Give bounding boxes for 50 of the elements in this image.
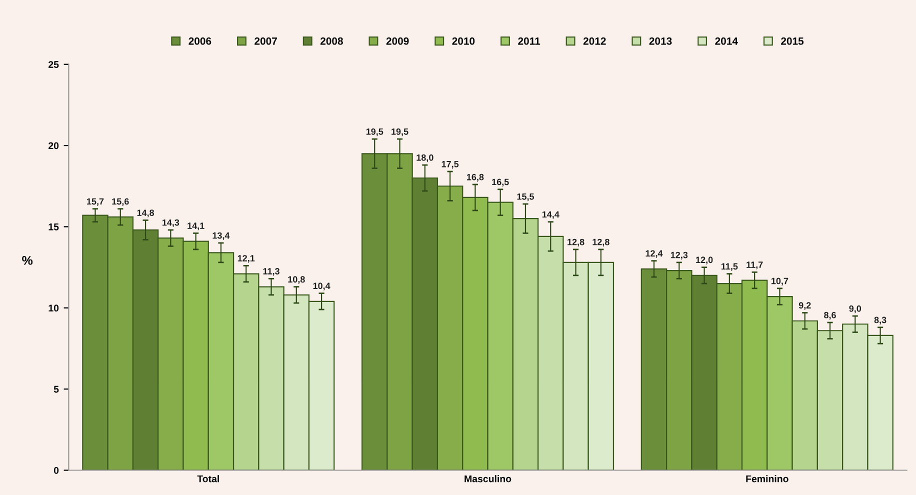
legend-label: 2011 <box>518 37 540 45</box>
data-label: 12,8 <box>568 238 584 247</box>
data-label: 12,1 <box>238 255 255 263</box>
data-label: 17,5 <box>442 160 459 169</box>
x-tick-label: Feminino <box>746 475 788 482</box>
legend-label: 2006 <box>188 37 212 45</box>
data-label: 12,3 <box>670 252 688 260</box>
data-label: 14,3 <box>162 219 180 228</box>
x-tick-label: Total <box>197 475 219 482</box>
data-label: 16,8 <box>466 174 484 182</box>
data-label: 12,4 <box>646 250 663 258</box>
data-label: 14,1 <box>188 222 204 230</box>
data-label: 18,0 <box>416 154 434 162</box>
legend-label: 2009 <box>386 37 409 45</box>
data-label: 9,2 <box>798 302 811 310</box>
data-label: 19,5 <box>366 128 384 136</box>
data-label: 12,8 <box>592 238 610 247</box>
data-label: 10,8 <box>288 276 305 284</box>
y-tick-label: 10 <box>48 304 59 312</box>
data-label: 19,5 <box>392 128 408 136</box>
data-label: 11,3 <box>263 268 280 276</box>
y-tick-label: 0 <box>54 466 59 474</box>
data-label: 10,4 <box>313 282 330 290</box>
data-label: 13,4 <box>212 232 230 240</box>
data-label: 14,8 <box>137 210 154 218</box>
legend-label: 2007 <box>254 37 277 45</box>
data-label: 8,6 <box>824 312 836 320</box>
legend-label: 2008 <box>320 37 343 45</box>
legend-label: 2010 <box>452 37 475 45</box>
y-tick-label: 5 <box>54 386 59 393</box>
legend-label: 2014 <box>715 37 738 45</box>
data-label: 10,7 <box>772 278 788 286</box>
data-label: 15,5 <box>517 193 534 202</box>
data-label: 15,7 <box>87 198 104 206</box>
y-tick-label: 15 <box>48 224 59 230</box>
x-tick-label: Masculino <box>464 475 512 482</box>
data-label: 16,5 <box>492 178 509 186</box>
y-tick-label: 25 <box>48 61 59 68</box>
data-label: 11,5 <box>721 263 738 271</box>
data-label: 9,0 <box>849 305 862 314</box>
data-label: 12,0 <box>696 256 713 264</box>
legend-label: 2015 <box>781 37 804 45</box>
legend-label: 2013 <box>649 37 672 45</box>
data-label: 11,7 <box>746 262 763 270</box>
y-axis-title: % <box>22 256 33 265</box>
data-label: 8,3 <box>874 316 886 324</box>
y-tick-label: 20 <box>48 142 59 150</box>
legend-label: 2012 <box>583 37 606 45</box>
data-label: 15,6 <box>112 198 129 206</box>
data-label: 14,4 <box>542 211 560 219</box>
